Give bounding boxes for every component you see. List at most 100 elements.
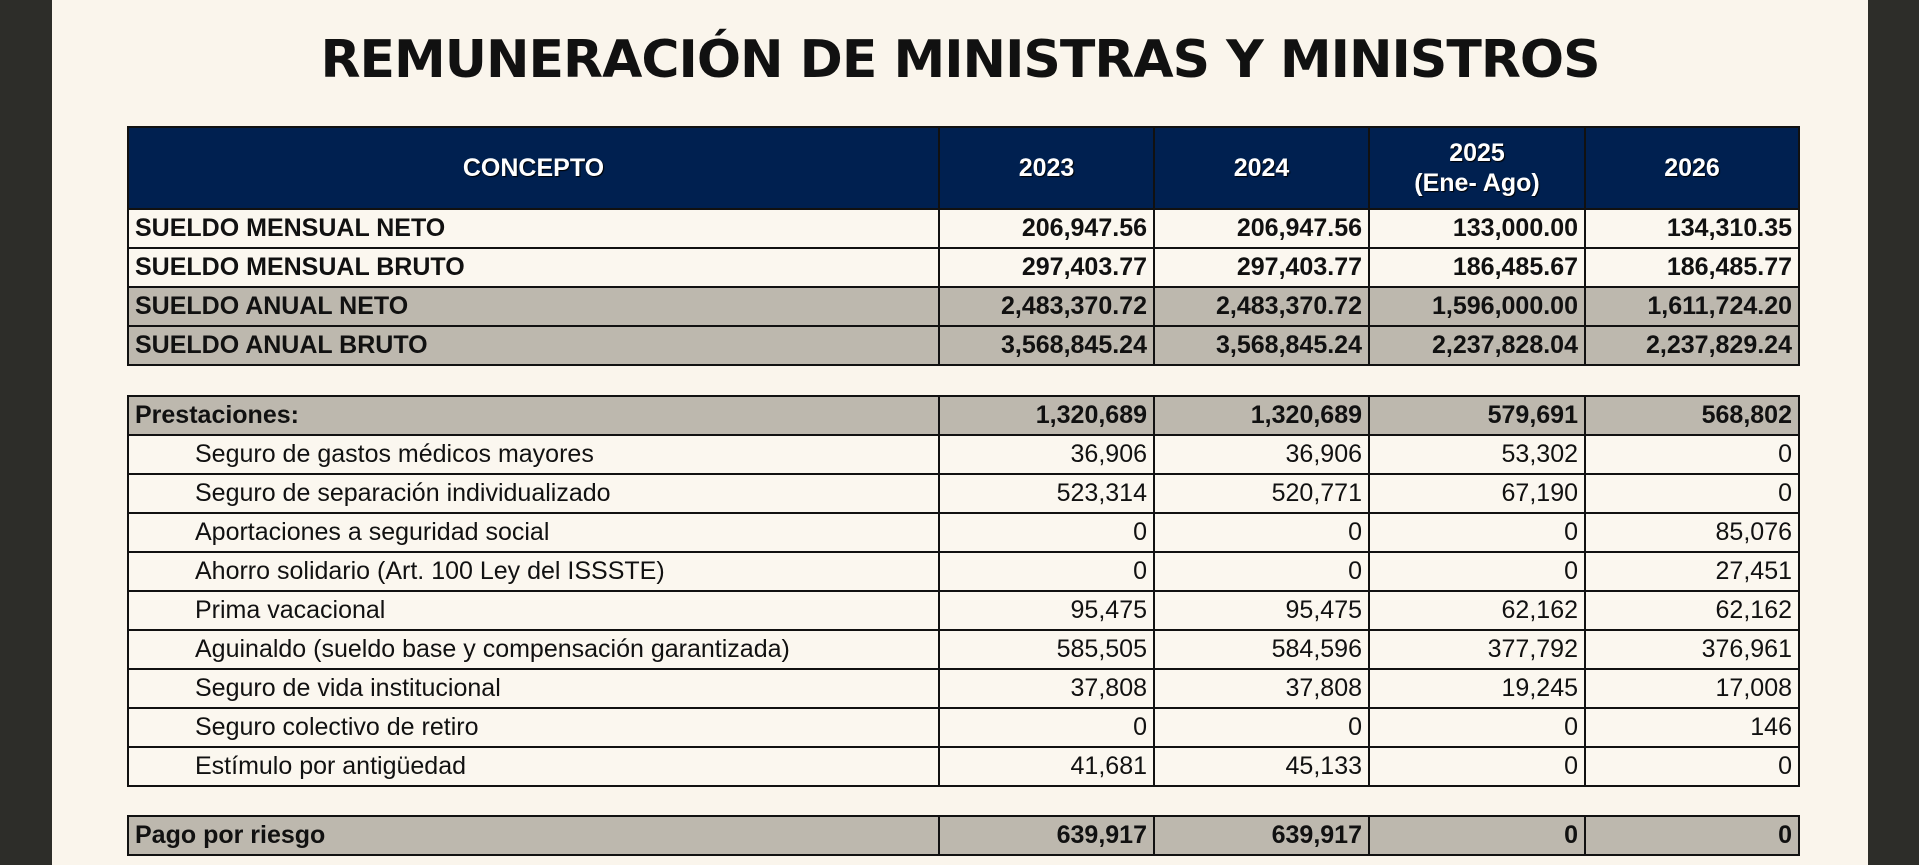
value-cell-2024: 639,917 <box>1153 815 1370 856</box>
value-cell-2025: 579,691 <box>1368 395 1586 436</box>
salary-table: CONCEPTO 2023 2024 2025 (Ene- Ago) 2026 S… <box>127 126 1800 366</box>
salary-row: SUELDO ANUAL BRUTO 3,568,845.24 3,568,845.… <box>127 325 1800 366</box>
value-cell-2024: 2,483,370.72 <box>1153 286 1370 327</box>
value-cell-2024: 206,947.56 <box>1153 208 1370 249</box>
value-cell-2023: 41,681 <box>938 746 1155 787</box>
header-year-2023: 2023 <box>938 126 1155 210</box>
value-cell-2023: 2,483,370.72 <box>938 286 1155 327</box>
row-label: SUELDO MENSUAL NETO <box>127 208 940 249</box>
value-cell-2025: 1,596,000.00 <box>1368 286 1586 327</box>
benefit-row: Seguro de gastos médicos mayores 36,906 36… <box>127 434 1800 475</box>
row-label: Aguinaldo (sueldo base y compensación ga… <box>127 629 940 670</box>
risk-pay-row: Pago por riesgo 639,917 639,917 0 0 <box>127 815 1800 856</box>
value-cell-2025: 19,245 <box>1368 668 1586 709</box>
benefits-total-row: Prestaciones: 1,320,689 1,320,689 579,691 56… <box>127 395 1800 436</box>
value-cell-2023: 297,403.77 <box>938 247 1155 288</box>
value-cell-2023: 0 <box>938 707 1155 748</box>
value-cell-2026: 0 <box>1584 746 1800 787</box>
value-cell-2023: 585,505 <box>938 629 1155 670</box>
row-label: Seguro colectivo de retiro <box>127 707 940 748</box>
value-cell-2025: 62,162 <box>1368 590 1586 631</box>
value-cell-2026: 376,961 <box>1584 629 1800 670</box>
value-cell-2023: 0 <box>938 551 1155 592</box>
value-cell-2024: 1,320,689 <box>1153 395 1370 436</box>
row-label: Prestaciones: <box>127 395 940 436</box>
row-label: Ahorro solidario (Art. 100 Ley del ISSST… <box>127 551 940 592</box>
salary-row: SUELDO MENSUAL NETO 206,947.56 206,947.56 1… <box>127 208 1800 249</box>
value-cell-2025: 0 <box>1368 551 1586 592</box>
header-year-2024: 2024 <box>1153 126 1370 210</box>
value-cell-2026: 62,162 <box>1584 590 1800 631</box>
row-label: Aportaciones a seguridad social <box>127 512 940 553</box>
benefit-row: Seguro colectivo de retiro 0 0 0 146 <box>127 707 1800 748</box>
value-cell-2024: 0 <box>1153 707 1370 748</box>
benefit-row: Prima vacacional 95,475 95,475 62,162 62,162 <box>127 590 1800 631</box>
benefit-row: Seguro de vida institucional 37,808 37,808… <box>127 668 1800 709</box>
row-label: SUELDO ANUAL BRUTO <box>127 325 940 366</box>
value-cell-2023: 0 <box>938 512 1155 553</box>
benefit-row: Estímulo por antigüedad 41,681 45,133 0 0 <box>127 746 1800 787</box>
header-row: CONCEPTO 2023 2024 2025 (Ene- Ago) 2026 <box>127 126 1800 210</box>
value-cell-2026: 568,802 <box>1584 395 1800 436</box>
value-cell-2024: 45,133 <box>1153 746 1370 787</box>
value-cell-2023: 639,917 <box>938 815 1155 856</box>
value-cell-2024: 95,475 <box>1153 590 1370 631</box>
value-cell-2023: 523,314 <box>938 473 1155 514</box>
value-cell-2026: 186,485.77 <box>1584 247 1800 288</box>
salary-row: SUELDO MENSUAL BRUTO 297,403.77 297,403.77… <box>127 247 1800 288</box>
value-cell-2026: 0 <box>1584 473 1800 514</box>
header-year-2025-note: (Ene- Ago) <box>1414 169 1540 197</box>
row-label: SUELDO MENSUAL BRUTO <box>127 247 940 288</box>
value-cell-2023: 3,568,845.24 <box>938 325 1155 366</box>
benefit-row: Aguinaldo (sueldo base y compensación ga… <box>127 629 1800 670</box>
value-cell-2024: 3,568,845.24 <box>1153 325 1370 366</box>
row-label: Seguro de vida institucional <box>127 668 940 709</box>
row-label: Pago por riesgo <box>127 815 940 856</box>
value-cell-2025: 0 <box>1368 746 1586 787</box>
value-cell-2025: 2,237,828.04 <box>1368 325 1586 366</box>
value-cell-2025: 0 <box>1368 707 1586 748</box>
header-year-2025: 2025 (Ene- Ago) <box>1368 126 1586 210</box>
value-cell-2024: 37,808 <box>1153 668 1370 709</box>
header-year-2025-label: 2025 <box>1449 139 1505 167</box>
row-label: SUELDO ANUAL NETO <box>127 286 940 327</box>
value-cell-2024: 520,771 <box>1153 473 1370 514</box>
value-cell-2024: 36,906 <box>1153 434 1370 475</box>
value-cell-2023: 206,947.56 <box>938 208 1155 249</box>
row-label: Prima vacacional <box>127 590 940 631</box>
value-cell-2023: 1,320,689 <box>938 395 1155 436</box>
document-page: REMUNERACIÓN DE MINISTRAS Y MINISTROS CO… <box>52 0 1868 865</box>
row-label: Seguro de separación individualizado <box>127 473 940 514</box>
benefit-row: Ahorro solidario (Art. 100 Ley del ISSST… <box>127 551 1800 592</box>
value-cell-2024: 0 <box>1153 512 1370 553</box>
benefit-row: Seguro de separación individualizado 523,… <box>127 473 1800 514</box>
value-cell-2025: 0 <box>1368 512 1586 553</box>
value-cell-2026: 85,076 <box>1584 512 1800 553</box>
header-year-2026: 2026 <box>1584 126 1800 210</box>
value-cell-2023: 36,906 <box>938 434 1155 475</box>
value-cell-2024: 297,403.77 <box>1153 247 1370 288</box>
value-cell-2023: 37,808 <box>938 668 1155 709</box>
value-cell-2026: 134,310.35 <box>1584 208 1800 249</box>
value-cell-2026: 0 <box>1584 434 1800 475</box>
risk-pay-table: Pago por riesgo 639,917 639,917 0 0 <box>127 815 1800 856</box>
value-cell-2025: 133,000.00 <box>1368 208 1586 249</box>
page-title: REMUNERACIÓN DE MINISTRAS Y MINISTROS <box>320 30 1600 90</box>
value-cell-2025: 186,485.67 <box>1368 247 1586 288</box>
value-cell-2025: 0 <box>1368 815 1586 856</box>
value-cell-2026: 27,451 <box>1584 551 1800 592</box>
value-cell-2025: 377,792 <box>1368 629 1586 670</box>
header-concept: CONCEPTO <box>127 126 940 210</box>
value-cell-2024: 0 <box>1153 551 1370 592</box>
row-label: Seguro de gastos médicos mayores <box>127 434 940 475</box>
row-label: Estímulo por antigüedad <box>127 746 940 787</box>
value-cell-2026: 2,237,829.24 <box>1584 325 1800 366</box>
value-cell-2026: 17,008 <box>1584 668 1800 709</box>
value-cell-2026: 146 <box>1584 707 1800 748</box>
salary-row: SUELDO ANUAL NETO 2,483,370.72 2,483,370.7… <box>127 286 1800 327</box>
value-cell-2026: 1,611,724.20 <box>1584 286 1800 327</box>
value-cell-2025: 67,190 <box>1368 473 1586 514</box>
benefit-row: Aportaciones a seguridad social 0 0 0 85,076 <box>127 512 1800 553</box>
value-cell-2024: 584,596 <box>1153 629 1370 670</box>
value-cell-2026: 0 <box>1584 815 1800 856</box>
